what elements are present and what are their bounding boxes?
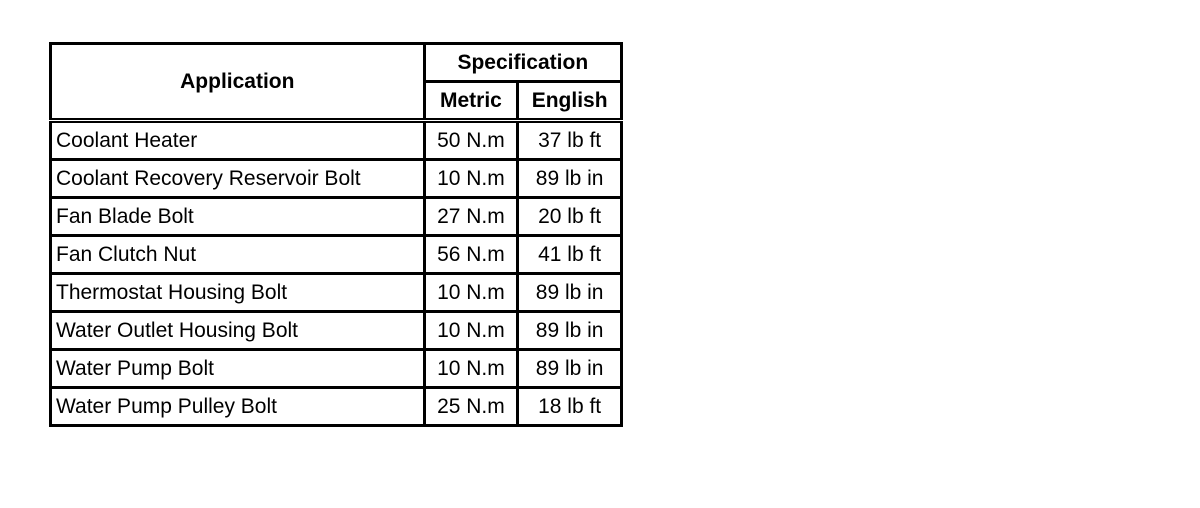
cell-metric: 27 N.m [422,196,520,237]
table-row: Fan Clutch Nut 56 N.m 41 lb ft [49,234,623,275]
cell-application: Coolant Recovery Reservoir Bolt [49,158,426,199]
cell-english: 20 lb ft [516,196,623,237]
cell-metric: 10 N.m [422,272,520,313]
table-row: Coolant Recovery Reservoir Bolt 10 N.m 89 … [49,158,623,199]
cell-english: 89 lb in [516,310,623,351]
cell-metric: 10 N.m [422,158,520,199]
table-row: Coolant Heater 50 N.m 37 lb ft [49,119,623,161]
table-row: Fan Blade Bolt 27 N.m 20 lb ft [49,196,623,237]
header-metric: Metric [422,80,520,123]
header-english: English [516,80,623,123]
table-row: Water Pump Pulley Bolt 25 N.m 18 lb ft [49,386,623,427]
header-application: Application [49,42,426,123]
table-row: Thermostat Housing Bolt 10 N.m 89 lb in [49,272,623,313]
cell-english: 41 lb ft [516,234,623,275]
cell-metric: 50 N.m [422,119,520,161]
cell-application: Fan Clutch Nut [49,234,426,275]
table-row: Water Outlet Housing Bolt 10 N.m 89 lb in [49,310,623,351]
cell-english: 89 lb in [516,272,623,313]
cell-metric: 56 N.m [422,234,520,275]
cell-application: Water Outlet Housing Bolt [49,310,426,351]
table-body: Coolant Heater 50 N.m 37 lb ft Coolant Reco… [49,119,623,427]
cell-application: Water Pump Pulley Bolt [49,386,426,427]
cell-english: 37 lb ft [516,119,623,161]
cell-english: 89 lb in [516,158,623,199]
cell-metric: 25 N.m [422,386,520,427]
cell-english: 89 lb in [516,348,623,389]
cell-metric: 10 N.m [422,310,520,351]
cell-metric: 10 N.m [422,348,520,389]
cell-application: Fan Blade Bolt [49,196,426,237]
cell-application: Water Pump Bolt [49,348,426,389]
cell-english: 18 lb ft [516,386,623,427]
torque-spec-table: Application Specification Metric English… [49,42,624,427]
table-row: Water Pump Bolt 10 N.m 89 lb in [49,348,623,389]
header-specification: Specification [422,42,624,83]
cell-application: Thermostat Housing Bolt [49,272,426,313]
cell-application: Coolant Heater [49,119,426,161]
